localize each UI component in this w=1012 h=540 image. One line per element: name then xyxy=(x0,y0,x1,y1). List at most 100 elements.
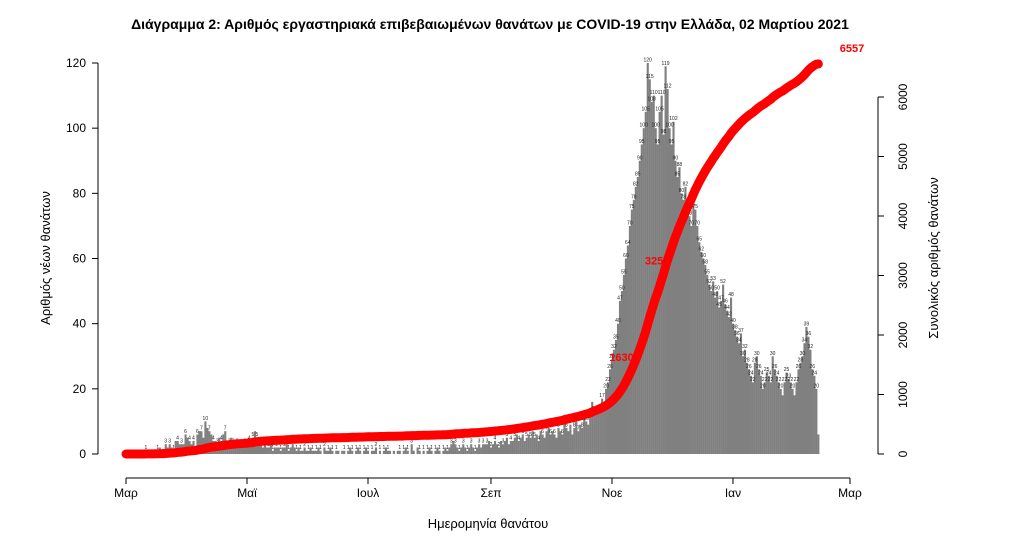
bar xyxy=(335,450,338,454)
bar-value-label: 5 xyxy=(529,432,532,438)
bar xyxy=(291,444,294,454)
bar xyxy=(474,450,477,454)
bar-value-label: 1 xyxy=(343,445,346,451)
y-axis-title: Αριθμός νέων θανάτων xyxy=(38,191,53,325)
bar-value-label: 1 xyxy=(271,445,274,451)
bar xyxy=(456,447,459,454)
bar-value-label: 65 xyxy=(696,237,702,243)
bar-value-label: 1 xyxy=(386,445,389,451)
bar-value-label: 82 xyxy=(633,181,639,187)
bar-value-label: 1 xyxy=(307,445,310,451)
bar xyxy=(489,447,493,454)
bar xyxy=(311,450,314,454)
bar-value-label: 4 xyxy=(176,435,179,441)
bar xyxy=(454,444,457,454)
bar-value-label: 3 xyxy=(450,439,453,445)
bar xyxy=(525,437,528,454)
bar-value-label: 3 xyxy=(482,439,485,445)
bar xyxy=(351,450,354,454)
bar-value-label: 115 xyxy=(646,74,654,80)
bar xyxy=(535,434,538,454)
bar xyxy=(789,382,792,454)
y2-tick-label: 3000 xyxy=(896,262,910,289)
bar xyxy=(436,447,439,454)
bar xyxy=(521,434,524,454)
bar xyxy=(678,167,681,454)
bar-value-label: 4 xyxy=(212,435,215,441)
bar-value-label: 1 xyxy=(446,445,449,451)
bar xyxy=(247,440,251,454)
bar xyxy=(607,382,610,454)
bar xyxy=(729,297,733,454)
bar xyxy=(765,372,768,454)
bar xyxy=(811,369,814,454)
bar-value-label: 36 xyxy=(806,331,812,337)
bar xyxy=(343,450,346,454)
bar xyxy=(232,444,235,454)
bar-value-label: 25 xyxy=(764,367,770,373)
bar xyxy=(367,450,370,454)
bar-value-label: 5 xyxy=(505,432,508,438)
bar xyxy=(448,447,451,454)
bar xyxy=(674,160,677,454)
bar xyxy=(406,450,409,454)
bar-value-label: 6 xyxy=(553,429,556,435)
bar xyxy=(283,447,286,454)
bar-value-label: 1 xyxy=(398,445,401,451)
bar-value-label: 3 xyxy=(501,439,504,445)
bar xyxy=(319,450,322,454)
bar-value-label: 3 xyxy=(486,439,489,445)
bar-value-label: 1 xyxy=(295,445,298,451)
bar xyxy=(763,382,766,454)
bar xyxy=(757,369,760,454)
bar xyxy=(359,450,362,454)
bar xyxy=(759,375,762,454)
bar xyxy=(543,437,546,454)
bar xyxy=(462,444,465,454)
bar xyxy=(692,193,695,454)
bar xyxy=(511,440,514,454)
bar xyxy=(186,437,189,454)
bar xyxy=(478,444,481,454)
bar xyxy=(323,447,326,454)
bar xyxy=(642,128,645,455)
bar xyxy=(807,336,810,454)
bar-value-label: 5 xyxy=(533,432,536,438)
y2-tick-label: 1000 xyxy=(896,381,910,408)
bar-value-label: 28 xyxy=(752,357,758,363)
bar-value-label: 1 xyxy=(422,445,425,451)
bar-value-label: 29 xyxy=(609,354,615,360)
bar xyxy=(355,450,358,454)
bar xyxy=(200,431,203,454)
bar-value-label: 22 xyxy=(750,377,756,383)
bar xyxy=(795,382,798,454)
bar-value-label: 6 xyxy=(184,429,187,435)
bar xyxy=(265,447,268,454)
bar xyxy=(603,408,606,454)
bar xyxy=(724,304,727,454)
bar-value-label: 34 xyxy=(802,338,808,344)
bar xyxy=(698,242,701,454)
bar-value-label: 17 xyxy=(599,393,605,399)
bar xyxy=(547,427,550,454)
y-tick-label: 20 xyxy=(73,382,87,396)
bar-value-label: 28 xyxy=(798,357,804,363)
bar-value-label: 1 xyxy=(382,445,385,451)
bar xyxy=(363,450,366,454)
bar-value-label: 50 xyxy=(619,286,625,292)
x-tick-label: Μαρ xyxy=(114,486,138,500)
bar xyxy=(327,450,330,454)
bar xyxy=(622,274,626,454)
bar xyxy=(392,450,395,454)
bar-value-label: 3 xyxy=(462,439,465,445)
bar-value-label: 2 xyxy=(303,442,306,448)
bar xyxy=(450,444,453,454)
bar xyxy=(589,414,592,454)
bar xyxy=(569,424,572,454)
bar xyxy=(357,447,360,454)
bar-value-label: 1 xyxy=(426,445,429,451)
x-tick-label: Ιαν xyxy=(725,486,741,500)
bar-value-label: 52 xyxy=(706,279,712,285)
